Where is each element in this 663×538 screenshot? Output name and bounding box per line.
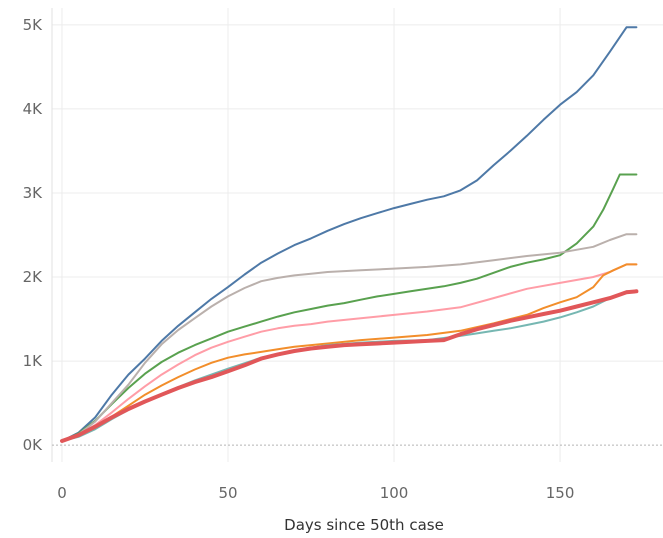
y-tick-label: 4K [23,100,44,118]
y-tick-label: 5K [23,16,44,34]
axes: 0K 1K 2K 3K 4K 5K 0 50 100 150 [23,8,663,502]
series-line-7 [60,289,639,443]
series-line-4 [61,263,638,442]
series-line-2 [61,173,638,442]
x-tick-label: 50 [218,484,237,502]
grid [52,8,663,462]
series-group [60,26,639,443]
series-line-1 [61,26,638,442]
x-tick-label: 100 [380,484,409,502]
y-tick-label: 0K [23,436,44,454]
x-axis-title: Days since 50th case [284,516,444,534]
x-tick-label: 150 [546,484,575,502]
series-line-5 [61,263,638,442]
x-tick-label: 0 [57,484,67,502]
series-line-3 [61,233,638,442]
y-tick-label: 2K [23,268,44,286]
y-tick-label: 3K [23,184,44,202]
y-tick-label: 1K [23,352,44,370]
